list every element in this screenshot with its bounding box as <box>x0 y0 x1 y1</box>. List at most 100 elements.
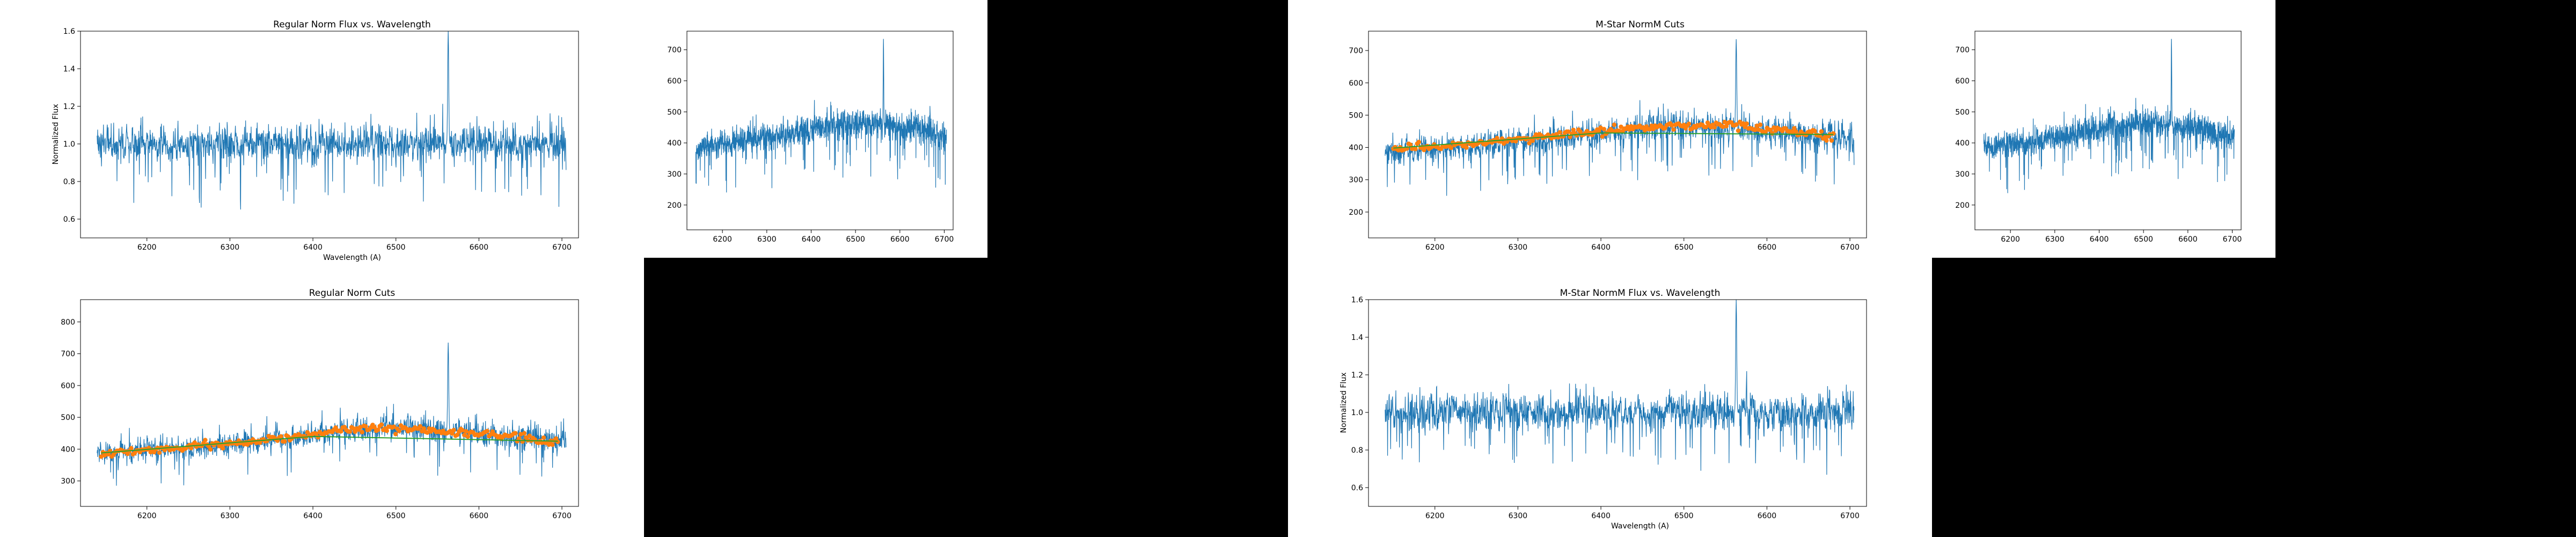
continuum-point <box>372 425 377 430</box>
continuum-point <box>550 442 555 447</box>
chart-title: M-Star NormM Flux vs. Wavelength <box>1560 288 1721 299</box>
continuum-point <box>1831 131 1836 136</box>
y-tick-label: 0.8 <box>63 178 75 186</box>
chart-title: Regular Norm Flux vs. Wavelength <box>273 19 431 30</box>
plot-area <box>1385 300 1855 475</box>
continuum-point <box>157 450 162 455</box>
y-tick-label: 1.0 <box>63 140 75 149</box>
continuum-fit-line <box>101 436 558 454</box>
x-tick-label: 6300 <box>1509 243 1528 252</box>
continuum-point <box>1756 127 1761 132</box>
continuum-point <box>286 434 291 439</box>
continuum-point <box>460 428 465 433</box>
continuum-point <box>1448 146 1454 150</box>
continuum-point <box>1758 122 1763 127</box>
x-tick-label: 6500 <box>386 243 406 252</box>
x-tick-label: 6400 <box>303 243 323 252</box>
x-tick-label: 6700 <box>1840 512 1860 520</box>
axes-frame <box>80 31 579 238</box>
y-tick-label: 400 <box>1955 139 1970 148</box>
continuum-point <box>1413 147 1418 151</box>
axes-frame <box>80 299 579 507</box>
y-tick-label: 0.8 <box>1351 446 1363 455</box>
continuum-point <box>1794 129 1798 134</box>
y-tick-label: 1.6 <box>63 27 75 36</box>
continuum-point <box>1617 128 1622 134</box>
y-tick-label: 1.0 <box>1351 409 1363 417</box>
y-tick-label: 500 <box>1955 108 1970 117</box>
y-tick-label: 500 <box>1349 111 1363 120</box>
continuum-point <box>1670 123 1674 128</box>
continuum-point <box>376 427 380 432</box>
continuum-point <box>1819 129 1824 134</box>
continuum-point <box>360 430 364 434</box>
continuum-point <box>1829 138 1834 143</box>
x-tick-label: 6200 <box>137 512 157 520</box>
axes-frame <box>686 31 954 230</box>
plot-area <box>97 342 567 486</box>
continuum-point <box>129 446 134 451</box>
continuum-point <box>391 424 397 429</box>
continuum-point <box>1601 127 1607 132</box>
chart-raw-flux-2: 6200 6300 6400 6500 6600 6700 200 300 400 500 600 7… <box>1955 31 2242 244</box>
figure-raw-2: 6200 6300 6400 6500 6600 6700 200 300 400 500 600 7… <box>1932 0 2275 258</box>
continuum-point <box>1408 142 1413 147</box>
continuum-point <box>1744 121 1749 126</box>
continuum-point <box>462 433 467 438</box>
flux-series-line <box>1385 300 1855 475</box>
continuum-point <box>351 426 356 431</box>
plot-area <box>695 39 947 193</box>
continuum-point <box>513 431 518 436</box>
x-tick-label: 6200 <box>1425 243 1445 252</box>
x-tick-label: 6700 <box>2223 235 2242 244</box>
continuum-point <box>1736 128 1741 133</box>
continuum-point <box>192 440 197 445</box>
x-tick-label: 6700 <box>552 512 572 520</box>
continuum-point <box>1703 125 1708 129</box>
x-tick-label: 6600 <box>470 243 489 252</box>
x-tick-label: 6500 <box>846 235 865 244</box>
axes-frame <box>1368 299 1867 507</box>
continuum-point <box>1754 124 1759 128</box>
continuum-point <box>522 431 527 436</box>
y-tick-label: 1.2 <box>63 103 75 111</box>
continuum-point <box>1557 130 1562 135</box>
continuum-point <box>316 435 320 440</box>
y-tick-label: 0.6 <box>63 215 75 224</box>
y-tick-label: 400 <box>667 139 682 148</box>
x-tick-label: 6200 <box>2001 235 2020 244</box>
x-tick-label: 6400 <box>1591 243 1611 252</box>
continuum-point <box>1712 125 1717 130</box>
continuum-point <box>397 429 401 433</box>
continuum-point <box>221 446 225 451</box>
y-tick-label: 400 <box>61 445 75 454</box>
y-tick-label: 600 <box>1349 79 1363 88</box>
x-tick-label: 6600 <box>890 235 910 244</box>
continuum-point <box>1619 124 1623 129</box>
continuum-point <box>363 424 368 429</box>
y-tick-label: 200 <box>1349 208 1363 217</box>
axes-frame <box>1368 31 1867 238</box>
continuum-point <box>1575 133 1579 138</box>
continuum-point <box>358 425 363 430</box>
continuum-point <box>314 431 319 437</box>
continuum-point <box>1464 145 1469 150</box>
continuum-point <box>451 427 456 433</box>
continuum-point <box>418 424 423 429</box>
chart-mstar-normm-flux: M-Star NormM Flux vs. Wavelength Wavelen… <box>1340 288 1867 531</box>
continuum-point <box>1566 129 1571 134</box>
continuum-point <box>1530 138 1535 143</box>
continuum-point <box>1610 129 1615 134</box>
chart-raw-flux-1: 6200 6300 6400 6500 6600 6700 200 300 400 500 600 7… <box>667 31 954 244</box>
x-tick-label: 6700 <box>1840 243 1860 252</box>
continuum-point <box>464 429 469 434</box>
continuum-point <box>555 439 560 444</box>
chart-title: Regular Norm Cuts <box>309 288 396 299</box>
x-tick-label: 6300 <box>2045 235 2065 244</box>
continuum-point <box>455 432 460 438</box>
y-tick-label: 700 <box>61 350 75 359</box>
y-tick-label: 300 <box>667 170 682 179</box>
y-tick-label: 400 <box>1349 144 1363 153</box>
x-tick-label: 6300 <box>221 243 240 252</box>
flux-series-line <box>97 342 567 486</box>
